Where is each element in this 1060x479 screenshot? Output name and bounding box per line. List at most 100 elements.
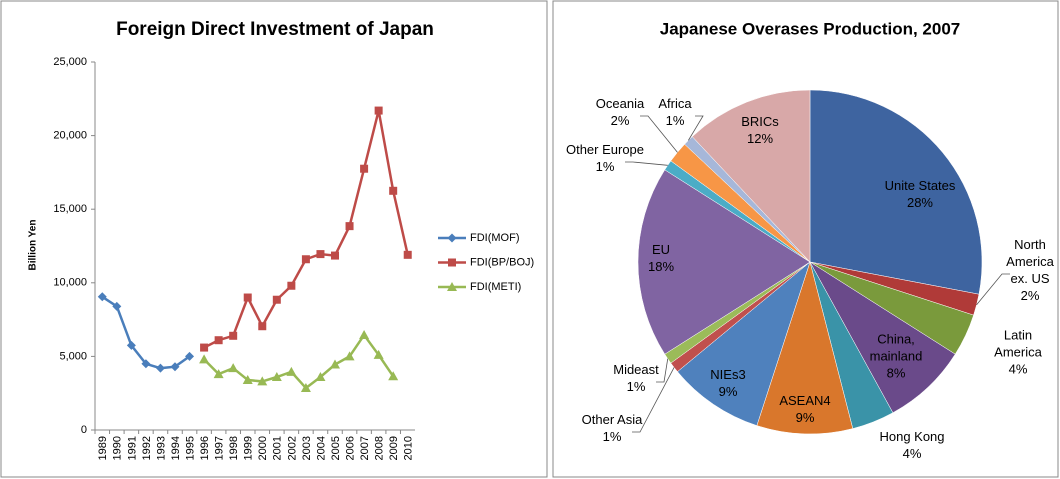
slice-value: 1% (602, 429, 622, 444)
x-tick-label: 1992 (141, 436, 153, 460)
pie-slice (809, 89, 983, 295)
slice-value: 2% (610, 113, 630, 128)
marker (229, 331, 238, 340)
marker (126, 340, 136, 350)
slice-label: North America ex. US 2% (1006, 236, 1054, 304)
slice-value: 4% (1008, 361, 1028, 377)
marker (287, 281, 296, 290)
slice-value: 1% (595, 159, 615, 174)
leader-line (640, 115, 678, 153)
x-tick-label: 1997 (214, 436, 226, 460)
x-tick-label: 1994 (170, 436, 182, 460)
x-tick-label: 2003 (301, 436, 313, 460)
slice-name: Unite States (884, 178, 956, 193)
y-tick-label: 15,000 (53, 203, 87, 215)
slice-name: NIEs3 (710, 367, 746, 382)
marker (243, 293, 252, 302)
marker (374, 106, 383, 115)
x-tick-label: 1990 (112, 436, 124, 460)
y-tick-label: 20,000 (53, 130, 87, 142)
marker (330, 359, 340, 369)
marker (447, 282, 457, 291)
slice-name: BRICs (741, 114, 779, 129)
slice-name: Africa (658, 96, 692, 111)
slice-name: Oceania (595, 96, 645, 111)
slice-label: Hong Kong 4% (879, 428, 944, 462)
x-tick-label: 1993 (155, 436, 167, 460)
slice-value: 9% (795, 410, 815, 425)
marker (286, 366, 297, 376)
slice-label: NIEs3 9% (710, 366, 745, 400)
slice-label: Oceania 2% (596, 95, 644, 129)
x-tick-label: 2007 (359, 436, 371, 460)
marker (316, 250, 325, 259)
marker (301, 255, 310, 264)
marker (389, 186, 398, 195)
leader-line (656, 358, 669, 383)
marker (200, 343, 209, 352)
legend-label: FDI(BP/BOJ) (470, 256, 534, 268)
x-tick-label: 2009 (388, 436, 400, 460)
line-title: Foreign Direct Investment of Japan (116, 19, 434, 40)
slice-value: 12% (746, 131, 774, 146)
slice-value: 2% (1020, 288, 1040, 303)
pie-slice (756, 261, 854, 435)
slice-value: 1% (665, 113, 685, 128)
pie-title: Japanese Overases Production, 2007 (660, 19, 961, 38)
slice-name: Hong Kong (879, 429, 945, 444)
slice-label: Africa 1% (658, 95, 691, 129)
y-tick-label: 25,000 (53, 56, 87, 68)
x-tick-label: 1996 (199, 436, 211, 460)
marker (300, 383, 311, 393)
marker (213, 369, 224, 379)
y-tick-label: 0 (81, 424, 87, 436)
slice-name: Other Europe (565, 142, 645, 157)
marker (214, 336, 223, 345)
slice-name: Mideast (613, 362, 659, 377)
slice-label: Unite States 28% (885, 177, 956, 211)
marker (170, 362, 180, 372)
pie-slice (637, 169, 811, 355)
leader-line (976, 273, 1010, 306)
x-tick-label: 1995 (184, 436, 196, 460)
leader-line (632, 367, 675, 433)
leader-line (625, 161, 668, 166)
marker (403, 250, 412, 259)
marker (448, 258, 456, 267)
marker (331, 251, 339, 260)
y-axis-label: Billion Yen (28, 220, 39, 271)
x-tick-label: 2008 (374, 436, 386, 460)
marker (345, 222, 354, 231)
slice-value: 18% (647, 259, 675, 274)
marker (315, 372, 326, 382)
slice-label: Latin America 4% (994, 327, 1042, 378)
slice-label: Mideast 1% (613, 361, 659, 395)
slice-name: EU (651, 242, 671, 257)
marker (199, 354, 210, 364)
slice-name: ASEAN4 (779, 393, 831, 408)
x-tick-label: 2004 (315, 436, 327, 460)
slice-label: BRICs 12% (741, 113, 779, 147)
marker (257, 376, 268, 386)
slice-value: 8% (886, 365, 906, 381)
slice-label: Other Europe 1% (566, 141, 644, 175)
x-tick-label: 2001 (272, 436, 284, 460)
slice-name: China, mainland (869, 331, 923, 364)
leader-line (688, 115, 704, 141)
x-tick-label: 1999 (243, 436, 255, 460)
marker (228, 363, 239, 373)
slice-name: North America ex. US (1006, 237, 1054, 286)
marker (155, 363, 165, 373)
legend-label: FDI(METI) (470, 281, 521, 293)
y-tick-label: 10,000 (53, 277, 87, 289)
x-tick-label: 2006 (344, 436, 356, 460)
x-tick-label: 1989 (97, 436, 109, 460)
marker (112, 301, 122, 311)
legend-label: FDI(MOF) (470, 232, 519, 244)
slice-value: 28% (906, 195, 934, 210)
marker (242, 374, 253, 384)
marker (373, 349, 384, 359)
x-tick-label: 1991 (126, 436, 138, 460)
x-tick-label: 2010 (403, 436, 415, 460)
